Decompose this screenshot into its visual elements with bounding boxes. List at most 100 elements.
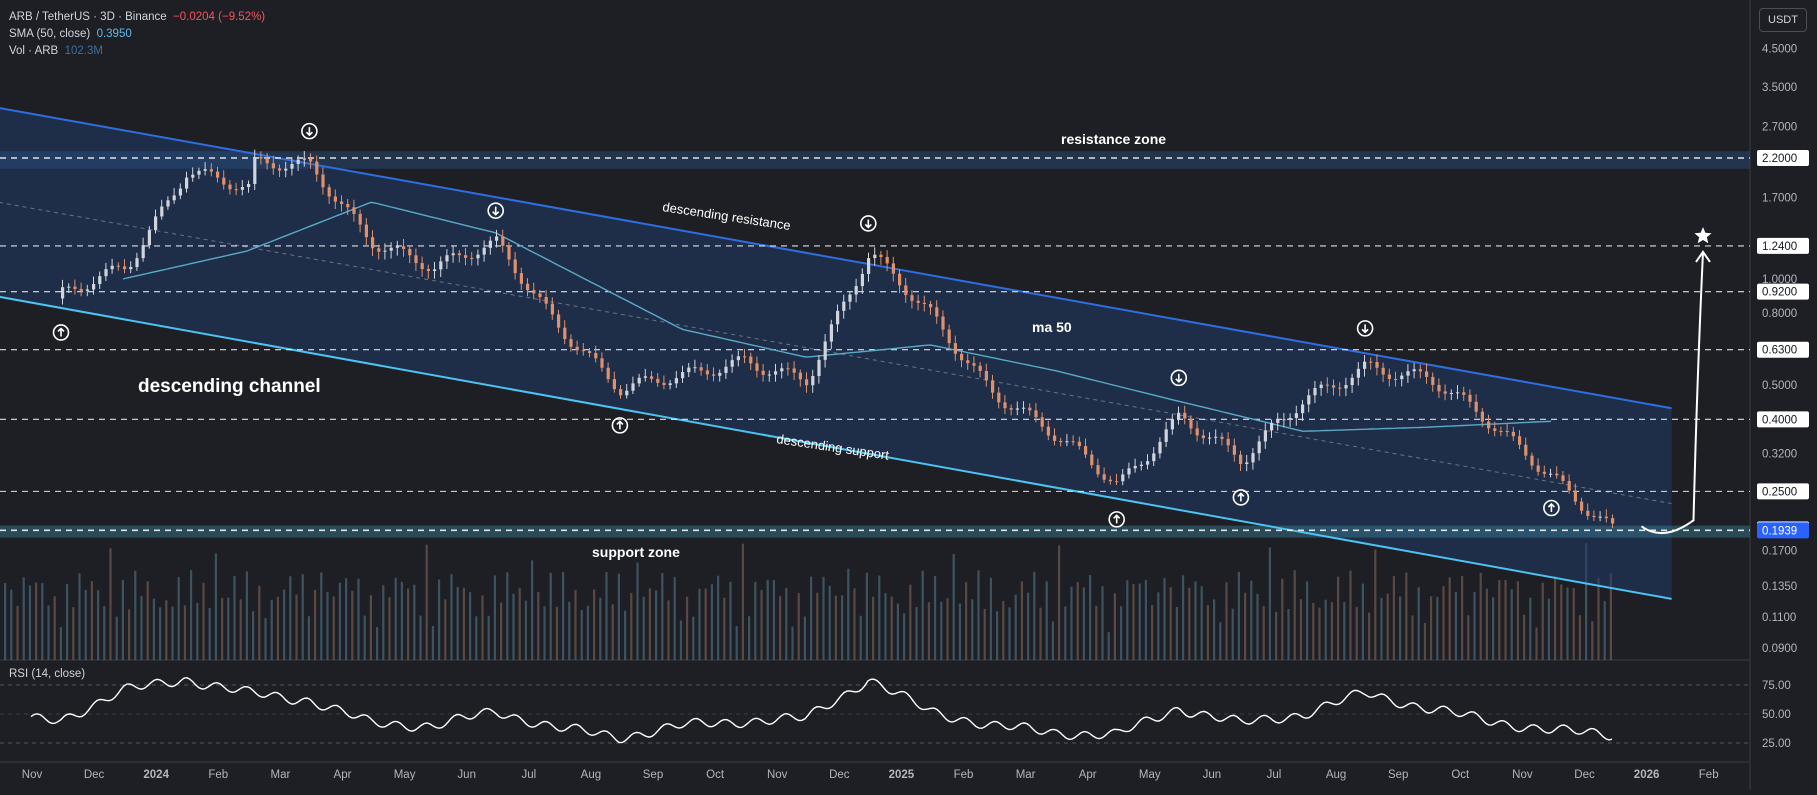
candle-body[interactable] — [253, 156, 257, 185]
candle-body[interactable] — [544, 297, 548, 304]
candle-body[interactable] — [581, 350, 585, 352]
sell-marker-icon[interactable] — [487, 202, 505, 219]
candle-body[interactable] — [1344, 385, 1348, 389]
candle-body[interactable] — [1437, 384, 1441, 392]
candle-body[interactable] — [414, 255, 418, 264]
candle-body[interactable] — [873, 254, 877, 259]
candle-body[interactable] — [61, 287, 65, 299]
price-level-badge[interactable] — [1757, 411, 1809, 428]
candle-body[interactable] — [749, 356, 753, 364]
candle-body[interactable] — [160, 206, 164, 217]
candle-body[interactable] — [724, 366, 728, 373]
candle-body[interactable] — [1332, 385, 1336, 388]
candle-body[interactable] — [1220, 436, 1224, 439]
candle-body[interactable] — [786, 368, 790, 370]
candle-body[interactable] — [867, 258, 871, 274]
candle-body[interactable] — [85, 289, 89, 291]
candle-body[interactable] — [1487, 421, 1491, 429]
candle-body[interactable] — [482, 247, 486, 255]
candle-body[interactable] — [327, 187, 331, 197]
candle-body[interactable] — [284, 168, 288, 171]
candle-body[interactable] — [1146, 461, 1150, 465]
candle-body[interactable] — [1592, 515, 1596, 518]
candle-body[interactable] — [1406, 371, 1410, 376]
candle-body[interactable] — [730, 360, 734, 367]
candle-body[interactable] — [1251, 453, 1255, 463]
candle-body[interactable] — [123, 266, 127, 270]
candle-body[interactable] — [860, 273, 864, 287]
candle-body[interactable] — [600, 358, 604, 368]
candle-body[interactable] — [718, 372, 722, 376]
candle-body[interactable] — [619, 389, 623, 396]
buy-marker-icon[interactable] — [611, 417, 629, 434]
candle-body[interactable] — [135, 258, 139, 268]
candle-body[interactable] — [1263, 430, 1267, 442]
candle-body[interactable] — [141, 245, 145, 259]
candle-body[interactable] — [1561, 475, 1565, 482]
candle-body[interactable] — [364, 224, 368, 238]
candle-body[interactable] — [92, 284, 96, 290]
candle-body[interactable] — [296, 159, 300, 165]
candle-body[interactable] — [383, 250, 387, 252]
candle-body[interactable] — [563, 327, 567, 340]
candle-body[interactable] — [110, 265, 114, 270]
candle-body[interactable] — [1189, 418, 1193, 429]
candle-body[interactable] — [129, 267, 133, 270]
candle-body[interactable] — [166, 200, 170, 207]
candle-body[interactable] — [216, 171, 220, 178]
candle-body[interactable] — [755, 363, 759, 371]
candle-body[interactable] — [879, 254, 883, 257]
candle-body[interactable] — [612, 379, 616, 390]
candle-body[interactable] — [1226, 438, 1230, 446]
candle-body[interactable] — [588, 351, 592, 353]
candle-body[interactable] — [67, 286, 71, 288]
candle-body[interactable] — [1077, 441, 1081, 447]
candle-body[interactable] — [1356, 368, 1360, 378]
sell-marker-icon[interactable] — [859, 215, 877, 232]
candle-body[interactable] — [1580, 501, 1584, 511]
candle-body[interactable] — [1375, 362, 1379, 368]
descending-support-line[interactable] — [0, 295, 1672, 600]
candle-body[interactable] — [1493, 428, 1497, 431]
candle-body[interactable] — [488, 240, 492, 248]
candle-body[interactable] — [1282, 419, 1286, 421]
candle-body[interactable] — [1133, 465, 1137, 469]
candle-body[interactable] — [817, 359, 821, 376]
candle-body[interactable] — [1059, 440, 1063, 443]
candle-body[interactable] — [247, 184, 251, 188]
sell-marker-icon[interactable] — [1170, 369, 1188, 387]
candle-body[interactable] — [631, 383, 635, 391]
candle-body[interactable] — [1177, 412, 1181, 420]
candle-body[interactable] — [315, 161, 319, 175]
candle-body[interactable] — [798, 372, 802, 380]
candle-body[interactable] — [1425, 371, 1429, 377]
candle-body[interactable] — [1313, 388, 1317, 396]
candle-body[interactable] — [1369, 361, 1373, 363]
candle-body[interactable] — [519, 273, 523, 284]
candle-body[interactable] — [1139, 464, 1143, 466]
candle-body[interactable] — [526, 283, 530, 291]
candle-body[interactable] — [736, 356, 740, 361]
candle-body[interactable] — [259, 156, 263, 159]
candle-body[interactable] — [278, 168, 282, 171]
price-level-badge[interactable] — [1757, 483, 1809, 500]
candle-body[interactable] — [451, 253, 455, 256]
candle-body[interactable] — [1022, 407, 1026, 409]
candle-body[interactable] — [1208, 437, 1212, 439]
candle-body[interactable] — [941, 316, 945, 330]
candle-body[interactable] — [203, 169, 207, 171]
candle-body[interactable] — [743, 356, 747, 358]
candle-body[interactable] — [1480, 411, 1484, 422]
rsi-line[interactable] — [30, 676, 1613, 744]
projection-arrow[interactable] — [1640, 251, 1704, 534]
candle-body[interactable] — [507, 245, 511, 260]
candle-body[interactable] — [1015, 408, 1019, 410]
candle-body[interactable] — [1586, 510, 1590, 516]
candle-body[interactable] — [116, 265, 120, 267]
candle-body[interactable] — [643, 376, 647, 378]
candle-body[interactable] — [674, 378, 678, 384]
candle-body[interactable] — [594, 352, 598, 359]
sell-marker-icon[interactable] — [1356, 320, 1374, 337]
candle-body[interactable] — [191, 174, 195, 178]
candle-body[interactable] — [1468, 394, 1472, 402]
